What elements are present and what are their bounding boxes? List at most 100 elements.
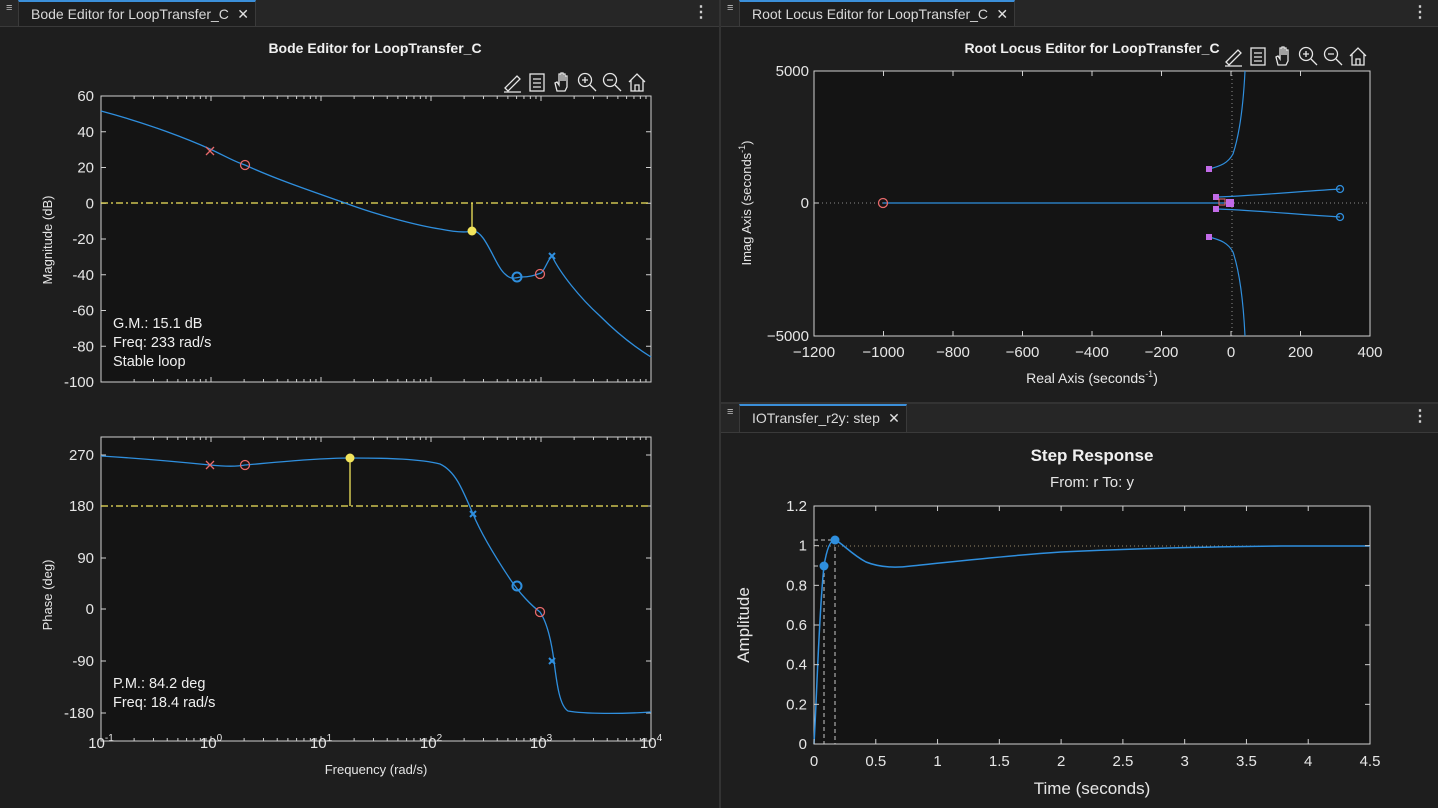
phase-ylabel: Phase (deg): [40, 560, 55, 631]
rise-time-marker[interactable]: [819, 561, 829, 571]
frequency-xtick-labels: 10-1 100 101 102 103 104: [88, 96, 663, 752]
phase-margin-marker[interactable]: [345, 453, 355, 463]
zoom-in-icon[interactable]: [1298, 46, 1318, 66]
more-options-icon[interactable]: ⋮: [1412, 4, 1428, 21]
tab-step-response[interactable]: IOTransfer_r2y: step ✕: [739, 404, 907, 432]
magnitude-complex-pole-marker[interactable]: [548, 252, 556, 260]
magnitude-axes[interactable]: [100, 95, 652, 383]
bode-editor-panel: ≡ Bode Editor for LoopTransfer_C ✕ ⋮ Bod…: [0, 0, 719, 777]
drag-grip-icon[interactable]: ≡: [6, 2, 12, 14]
phase-curve: [100, 455, 652, 715]
locus-zero-upper[interactable]: [1335, 184, 1345, 194]
locus-zero-marker[interactable]: [877, 197, 889, 209]
peak-response-marker[interactable]: [830, 535, 840, 545]
close-icon[interactable]: ✕: [888, 410, 900, 426]
root-locus-xtick-label: 400: [1357, 344, 1382, 361]
phase-margin-freq-text: Freq: 18.4 rad/s: [113, 695, 215, 711]
magnitude-ytick-label: -80: [72, 338, 94, 355]
drag-grip-icon[interactable]: ≡: [727, 2, 733, 14]
magnitude-ytick-label: -100: [64, 374, 94, 391]
zoom-out-icon[interactable]: [1323, 46, 1343, 66]
phase-zero-marker-2[interactable]: [534, 606, 546, 618]
home-icon[interactable]: [1349, 47, 1367, 66]
step-ytick-label: 1.2: [786, 498, 807, 515]
xtick-exponent: 2: [437, 733, 443, 744]
home-icon[interactable]: [628, 73, 646, 92]
closed-loop-poles[interactable]: [1206, 166, 1234, 240]
frequency-xlabel: Frequency (rad/s): [325, 762, 428, 777]
gain-margin-text: G.M.: 15.1 dB: [113, 316, 202, 332]
phase-pole-marker[interactable]: [205, 460, 215, 470]
legend-icon[interactable]: [529, 73, 545, 92]
magnitude-zero-marker[interactable]: [239, 159, 251, 171]
edit-icon[interactable]: [1225, 49, 1242, 67]
phase-ytick-label: -90: [72, 653, 94, 670]
tab-bode-editor[interactable]: Bode Editor for LoopTransfer_C ✕: [18, 0, 256, 26]
magnitude-zero-marker-2[interactable]: [534, 268, 546, 280]
phase-complex-zero-marker[interactable]: [511, 580, 523, 592]
step-ytick-label: 0: [799, 736, 807, 753]
locus-branches: [883, 70, 1341, 337]
bode-tab-bar: ≡ Bode Editor for LoopTransfer_C ✕ ⋮: [0, 0, 719, 27]
bode-title: Bode Editor for LoopTransfer_C: [268, 40, 481, 56]
magnitude-ytick-labels: 60 40 20 0 -20 -40 -60 -80 -100: [64, 88, 651, 391]
zoom-out-icon[interactable]: [602, 72, 622, 92]
magnitude-ylabel: Magnitude (dB): [40, 196, 55, 285]
xtick-exponent: 3: [547, 733, 553, 744]
phase-pole-marker-2[interactable]: [469, 510, 477, 518]
xtick-base: 10: [640, 735, 657, 752]
phase-complex-pole-marker[interactable]: [548, 657, 556, 665]
horizontal-splitter[interactable]: [721, 402, 1438, 404]
magnitude-curve: [100, 110, 652, 358]
phase-ytick-label: 270: [69, 447, 94, 464]
pan-icon[interactable]: [1275, 46, 1289, 66]
gain-margin-marker[interactable]: [467, 226, 477, 236]
root-locus-tab-bar: ≡ Root Locus Editor for LoopTransfer_C ✕…: [721, 0, 1438, 27]
legend-icon[interactable]: [1250, 47, 1266, 66]
phase-ytick-label: -180: [64, 705, 94, 722]
step-xtick-label: 2: [1057, 753, 1065, 770]
step-xtick-label: 0.5: [865, 753, 886, 770]
tab-step-label: IOTransfer_r2y: step: [752, 410, 880, 426]
more-options-icon[interactable]: ⋮: [693, 4, 709, 21]
root-locus-figure: Root Locus Editor for LoopTransfer_C: [737, 40, 1383, 386]
xtick-base: 10: [310, 735, 327, 752]
locus-zero-lower[interactable]: [1335, 212, 1345, 222]
root-locus-ytick-label: 5000: [776, 63, 809, 80]
step-axes[interactable]: [813, 505, 1371, 745]
vertical-splitter[interactable]: [719, 0, 721, 808]
xtick-exponent: 1: [327, 733, 333, 744]
tab-root-locus-editor[interactable]: Root Locus Editor for LoopTransfer_C ✕: [739, 0, 1016, 26]
xtick-exponent: 0: [217, 733, 223, 744]
step-ytick-label: 0.4: [786, 657, 807, 674]
magnitude-ytick-label: 20: [77, 160, 94, 177]
frequency-xtick-label: 10-1: [88, 733, 114, 752]
xtick-exponent: -1: [105, 733, 114, 744]
root-locus-xtick-label: −800: [936, 344, 970, 361]
step-response-panel: ≡ IOTransfer_r2y: step ✕ ⋮ Step Response…: [721, 404, 1438, 808]
close-icon[interactable]: ✕: [237, 6, 249, 22]
root-locus-xtick-label: −400: [1075, 344, 1109, 361]
magnitude-ytick-label: -20: [72, 231, 94, 248]
zoom-in-icon[interactable]: [577, 72, 597, 92]
step-xlabel: Time (seconds): [1034, 779, 1151, 798]
pan-icon[interactable]: [554, 72, 568, 92]
step-xtick-label: 4: [1304, 753, 1312, 770]
more-options-icon[interactable]: ⋮: [1412, 408, 1428, 425]
magnitude-pole-marker[interactable]: [205, 146, 215, 156]
magnitude-complex-zero-marker[interactable]: [511, 271, 523, 283]
root-locus-xtick-label: −600: [1006, 344, 1040, 361]
close-icon[interactable]: ✕: [996, 6, 1009, 22]
phase-zero-marker[interactable]: [239, 459, 251, 471]
step-ylabel: Amplitude: [734, 587, 753, 663]
magnitude-ytick-label: 40: [77, 124, 94, 141]
step-xtick-labels: 0 0.5 1 1.5 2 2.5 3 3.5 4 4.5: [810, 506, 1380, 770]
phase-axes[interactable]: [100, 436, 652, 742]
drag-grip-icon[interactable]: ≡: [727, 406, 733, 418]
xtick-base: 10: [530, 735, 547, 752]
xtick-base: 10: [200, 735, 217, 752]
magnitude-ytick-label: 60: [77, 88, 94, 105]
root-locus-xtick-labels: −1200 −1000 −800 −600 −400 −200 0 200 400: [793, 71, 1383, 361]
root-locus-xtick-label: −200: [1145, 344, 1179, 361]
edit-icon[interactable]: [504, 75, 521, 93]
